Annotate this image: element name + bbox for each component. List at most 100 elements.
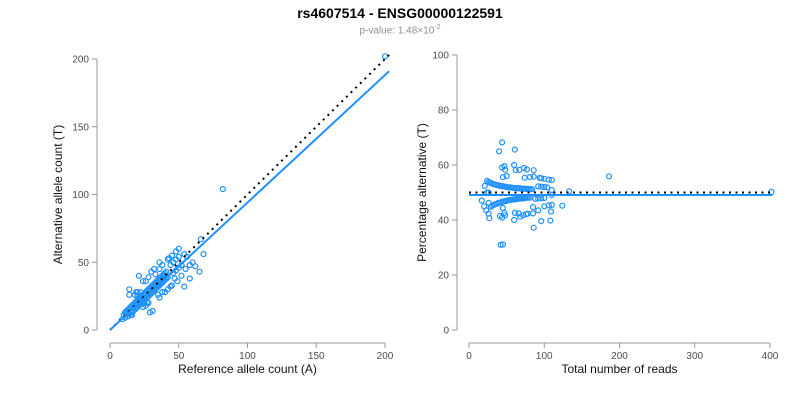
data-point — [175, 253, 182, 260]
data-point — [137, 289, 144, 296]
data-point — [381, 53, 389, 60]
x-tick-label: 50 — [173, 351, 185, 362]
data-point — [529, 204, 537, 211]
data-point — [502, 212, 509, 219]
y-tick-label: 0 — [443, 326, 449, 337]
data-point — [541, 194, 548, 202]
data-point — [548, 201, 555, 208]
data-point — [545, 176, 552, 183]
subtitle-text: p-value: 1.48×10 — [359, 25, 435, 37]
data-point — [126, 286, 133, 293]
data-point — [167, 283, 174, 290]
data-point — [547, 217, 554, 224]
data-point — [163, 275, 170, 282]
y-tick-label: 200 — [72, 55, 89, 66]
x-tick-label: 0 — [107, 351, 113, 362]
data-point — [532, 195, 539, 202]
data-point — [478, 197, 485, 204]
data-point — [164, 274, 171, 281]
data-point — [517, 213, 524, 220]
x-axis-label: Total number of reads — [561, 362, 677, 376]
x-tick-label: 0 — [466, 351, 472, 362]
subtitle-exponent: -2 — [434, 24, 441, 31]
data-point — [168, 282, 175, 289]
data-point — [535, 207, 542, 214]
data-point — [529, 186, 536, 193]
data-point — [174, 278, 181, 285]
x-tick-label: 100 — [239, 351, 256, 362]
data-point — [510, 216, 518, 224]
data-point — [544, 184, 551, 191]
data-point — [189, 259, 196, 266]
data-point — [499, 139, 506, 146]
data-point — [605, 173, 613, 180]
data-point — [486, 215, 493, 222]
x-tick-label: 400 — [762, 351, 779, 362]
data-point — [529, 210, 537, 217]
data-point — [145, 299, 152, 306]
data-point — [530, 224, 537, 231]
data-point — [565, 188, 573, 195]
data-point — [499, 241, 506, 248]
data-point — [200, 251, 207, 258]
data-point — [497, 241, 504, 248]
data-point — [512, 167, 519, 174]
data-point — [156, 265, 163, 273]
data-point — [219, 186, 226, 193]
data-point — [159, 289, 166, 296]
data-point — [484, 177, 491, 184]
data-point — [499, 174, 506, 181]
data-point — [535, 183, 542, 190]
data-point — [156, 259, 163, 266]
data-point — [538, 183, 545, 190]
x-tick-label: 200 — [611, 351, 628, 362]
data-point — [520, 164, 528, 172]
data-point — [481, 182, 488, 189]
y-tick-label: 150 — [72, 122, 89, 133]
y-tick-label: 60 — [438, 161, 450, 172]
x-tick-label: 200 — [377, 351, 394, 362]
data-point — [175, 245, 182, 252]
y-tick-label: 100 — [72, 190, 89, 201]
data-point — [181, 283, 188, 290]
data-point — [548, 177, 555, 184]
data-point — [182, 265, 189, 273]
data-point — [166, 255, 173, 262]
data-point — [133, 289, 140, 296]
data-point — [530, 167, 537, 174]
data-point — [510, 161, 518, 169]
data-point — [503, 172, 510, 180]
data-point — [135, 272, 142, 279]
data-point — [149, 307, 156, 315]
data-point — [196, 268, 203, 275]
data-point — [164, 256, 171, 263]
y-tick-label: 0 — [83, 326, 89, 337]
x-tick-label: 300 — [686, 351, 703, 362]
data-point — [496, 148, 503, 155]
identity-line — [109, 54, 390, 331]
data-point — [511, 146, 519, 153]
y-axis-label: Alternative allele count (T) — [51, 125, 65, 264]
y-tick-label: 50 — [78, 258, 90, 269]
data-point — [161, 289, 169, 296]
data-point — [547, 208, 555, 215]
y-tick-label: 40 — [438, 216, 450, 227]
data-point — [192, 263, 199, 270]
data-point — [535, 195, 542, 202]
data-point — [161, 270, 169, 277]
data-point — [178, 272, 185, 279]
data-point — [530, 173, 537, 180]
data-point — [538, 218, 545, 225]
data-point — [545, 202, 552, 209]
data-point — [501, 162, 508, 170]
figure-title: rs4607514 - ENSG00000122591 — [297, 5, 503, 21]
data-point — [521, 174, 528, 181]
x-axis-label: Reference allele count (A) — [178, 362, 317, 376]
data-point — [499, 204, 506, 211]
y-axis-label: Percentage alternative (T) — [415, 123, 429, 262]
y-tick-label: 100 — [432, 51, 449, 62]
fit-line — [109, 70, 390, 331]
data-point — [156, 294, 163, 301]
